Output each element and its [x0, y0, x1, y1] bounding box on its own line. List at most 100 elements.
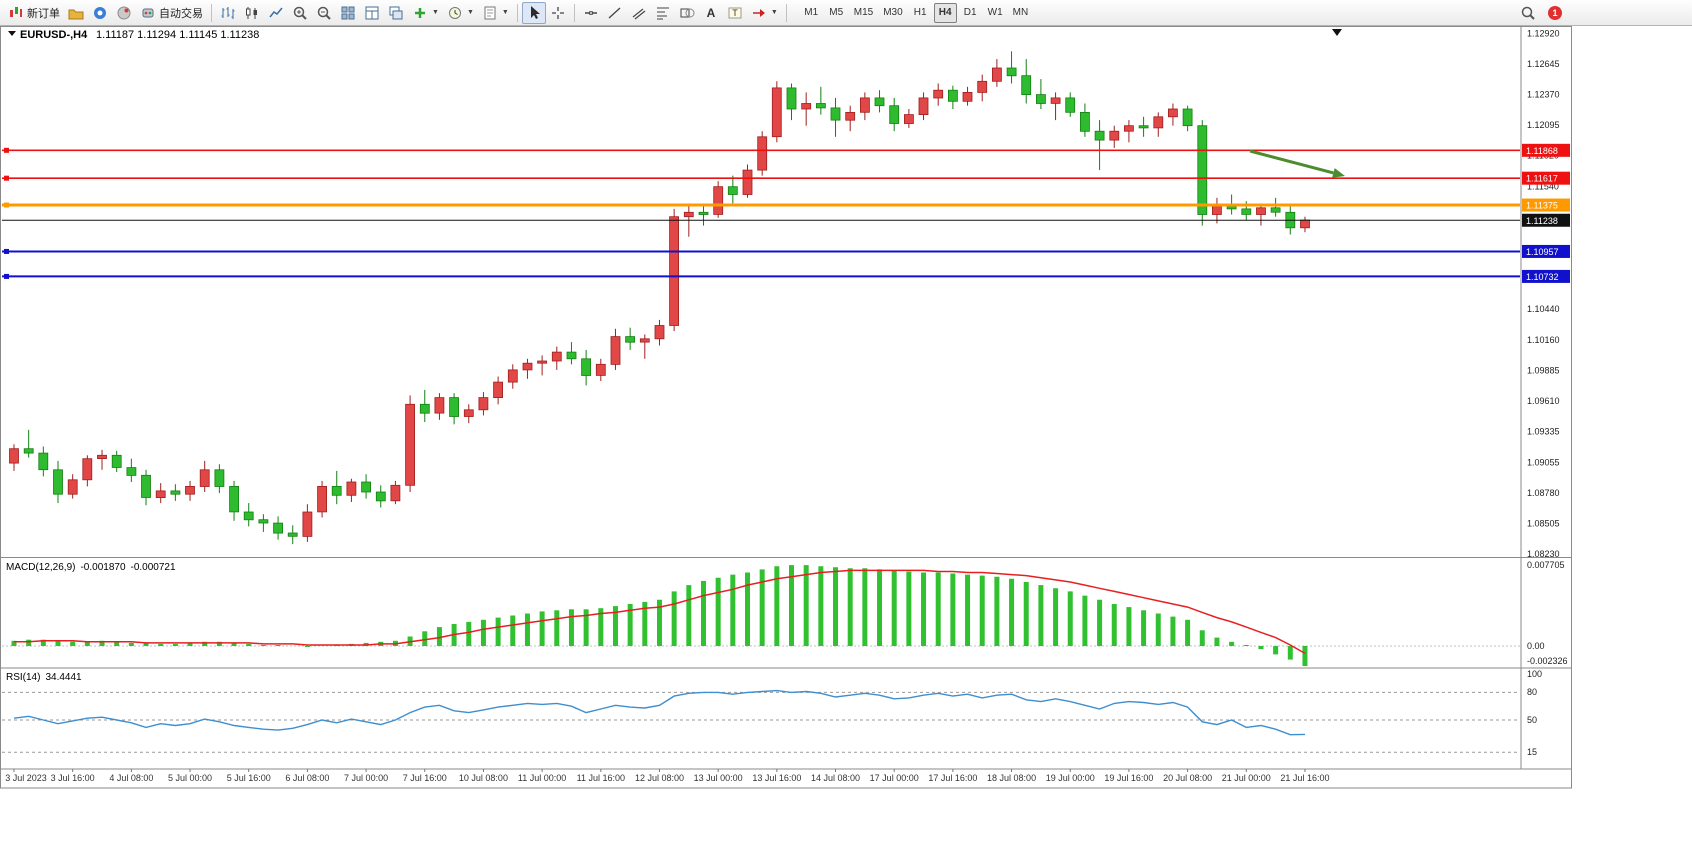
timeframe-m1-button[interactable]: M1 — [804, 7, 819, 18]
rsi-label: RSI(14) 34.4441 — [6, 672, 82, 683]
price-axis-label: 1.12645 — [1527, 59, 1560, 69]
notification-badge[interactable]: 1 — [1548, 5, 1562, 20]
trend-arrow-head — [1332, 168, 1345, 178]
price-axis-label: 1.09610 — [1527, 396, 1560, 406]
price-axis-label: 1.09335 — [1527, 426, 1560, 436]
service-button[interactable] — [112, 2, 136, 24]
timeframe-m5-button[interactable]: M5 — [829, 7, 844, 18]
community-button[interactable] — [88, 2, 112, 24]
new-order-button[interactable]: 新订单 — [4, 2, 64, 24]
periods-button[interactable]: ▼ — [443, 2, 478, 24]
price-axis-label: 1.08780 — [1527, 488, 1560, 498]
macd-axis-label: 0.00 — [1527, 641, 1545, 651]
chart-ohlc-readout: 1.11187 1.11294 1.11145 1.11238 — [96, 29, 259, 41]
bar-chart-button[interactable] — [216, 2, 240, 24]
time-axis-label: 11 Jul 16:00 — [577, 773, 625, 783]
time-axis-label: 13 Jul 00:00 — [694, 773, 743, 783]
crosshair-button[interactable] — [546, 2, 570, 24]
arrows-button[interactable]: ▼ — [747, 2, 782, 24]
time-axis-label: 11 Jul 00:00 — [518, 773, 566, 783]
time-axis-label: 14 Jul 08:00 — [811, 773, 860, 783]
rsi-line — [13, 689, 1306, 736]
time-axis-label: 21 Jul 16:00 — [1280, 773, 1329, 783]
fibonacci-icon — [656, 7, 669, 19]
timeframe-h4-button[interactable]: H4 — [933, 2, 957, 23]
trend-arrow-object[interactable] — [1249, 149, 1334, 175]
line-handle[interactable] — [4, 273, 9, 279]
new-order-label: 新订单 — [27, 7, 60, 20]
timeframe-m15-button[interactable]: M15 — [853, 7, 874, 18]
timeframe-d1-button[interactable]: D1 — [963, 7, 977, 18]
price-tag-label: 1.11375 — [1526, 201, 1558, 211]
macd-signal-line — [14, 569, 1306, 655]
chevron-down-icon[interactable]: ▼ — [466, 9, 474, 16]
timeframe-group: M1 M5 M15 M30 H1 H4 D1 W1 MN — [799, 2, 1033, 23]
search-button[interactable] — [1516, 2, 1540, 24]
chart-profiles-button[interactable] — [64, 2, 88, 24]
channel-button[interactable] — [627, 2, 651, 24]
auto-arrange-button[interactable] — [360, 2, 384, 24]
chevron-down-icon[interactable]: ▼ — [501, 9, 509, 16]
line-handle[interactable] — [4, 248, 9, 254]
indicators-icon — [415, 7, 425, 18]
price-tag — [1522, 269, 1570, 283]
time-axis-label: 5 Jul 16:00 — [227, 773, 271, 783]
zoom-in-button[interactable] — [288, 2, 312, 24]
templates-button[interactable]: ▼ — [478, 2, 513, 24]
new-order-icon — [10, 6, 22, 17]
chevron-down-icon[interactable]: ▼ — [432, 9, 439, 16]
rsi-axis-label: 100 — [1527, 669, 1542, 679]
macd-label: MACD(12,26,9) -0.001870 -0.000721 — [6, 562, 176, 573]
time-axis-label: 17 Jul 16:00 — [928, 773, 977, 783]
line-handle[interactable] — [4, 202, 9, 208]
zoom-out-icon — [317, 6, 331, 20]
chart-window[interactable] — [0, 26, 1572, 789]
shapes-button[interactable] — [675, 2, 699, 24]
macd-histogram — [11, 565, 1308, 666]
text-button[interactable]: A — [699, 2, 723, 24]
timeframe-w1-button[interactable]: W1 — [987, 7, 1003, 18]
price-tag-label: 1.11238 — [1526, 216, 1558, 226]
candlestick-chart-button[interactable] — [240, 2, 264, 24]
toolbar-right: 1 — [1516, 2, 1562, 24]
horizontal-line-icon — [584, 10, 597, 15]
zoom-out-button[interactable] — [312, 2, 336, 24]
timeframe-h1-button[interactable]: H1 — [913, 7, 927, 18]
line-handle[interactable] — [4, 147, 9, 153]
price-axis-label: 1.08505 — [1527, 519, 1560, 529]
time-axis-label: 3 Jul 2023 — [5, 773, 47, 783]
cursor-button[interactable] — [521, 1, 546, 24]
trendline-button[interactable] — [603, 2, 627, 24]
price-axis-label: 1.11540 — [1527, 182, 1559, 192]
line-chart-button[interactable] — [264, 2, 288, 24]
indicators-button[interactable]: ▼ — [408, 2, 443, 24]
price-axis-label: 1.08230 — [1527, 549, 1560, 559]
rsi-axis-label: 15 — [1527, 747, 1537, 757]
horizontal-line-button[interactable] — [579, 2, 603, 24]
time-axis-label: 21 Jul 00:00 — [1222, 773, 1271, 783]
line-handle[interactable] — [4, 175, 9, 181]
time-axis-label: 3 Jul 16:00 — [51, 773, 95, 783]
toolbar-separator — [785, 3, 787, 22]
price-axis-label: 1.10160 — [1527, 335, 1560, 345]
fibonacci-button[interactable] — [651, 2, 675, 24]
toolbar-separator — [573, 3, 575, 22]
chart-profiles-icon — [68, 9, 84, 19]
price-tag — [1522, 143, 1570, 157]
autotrade-button[interactable]: 自动交易 — [136, 2, 207, 24]
chart-collapse-icon[interactable] — [8, 31, 16, 36]
tile-windows-button[interactable] — [336, 2, 360, 24]
text-label-button[interactable]: T — [723, 2, 747, 24]
chart-shift-marker[interactable] — [1332, 29, 1342, 36]
price-axis-label: 1.10440 — [1527, 304, 1560, 314]
main-toolbar: 新订单 自动交易 ▼ ▼ ▼ A T ▼ M1 M5 M15 M30 H1 H4 D1 W1 MN 1 — [0, 0, 1692, 26]
price-tag-label: 1.10957 — [1526, 247, 1559, 257]
time-axis-label: 20 Jul 08:00 — [1163, 773, 1212, 783]
crosshair-icon — [551, 6, 564, 19]
chevron-down-icon[interactable]: ▼ — [770, 9, 778, 16]
bar-chart-icon — [221, 6, 235, 19]
timeframe-m30-button[interactable]: M30 — [883, 7, 903, 18]
cascade-windows-button[interactable] — [384, 2, 408, 24]
timeframe-mn-button[interactable]: MN — [1012, 7, 1029, 18]
